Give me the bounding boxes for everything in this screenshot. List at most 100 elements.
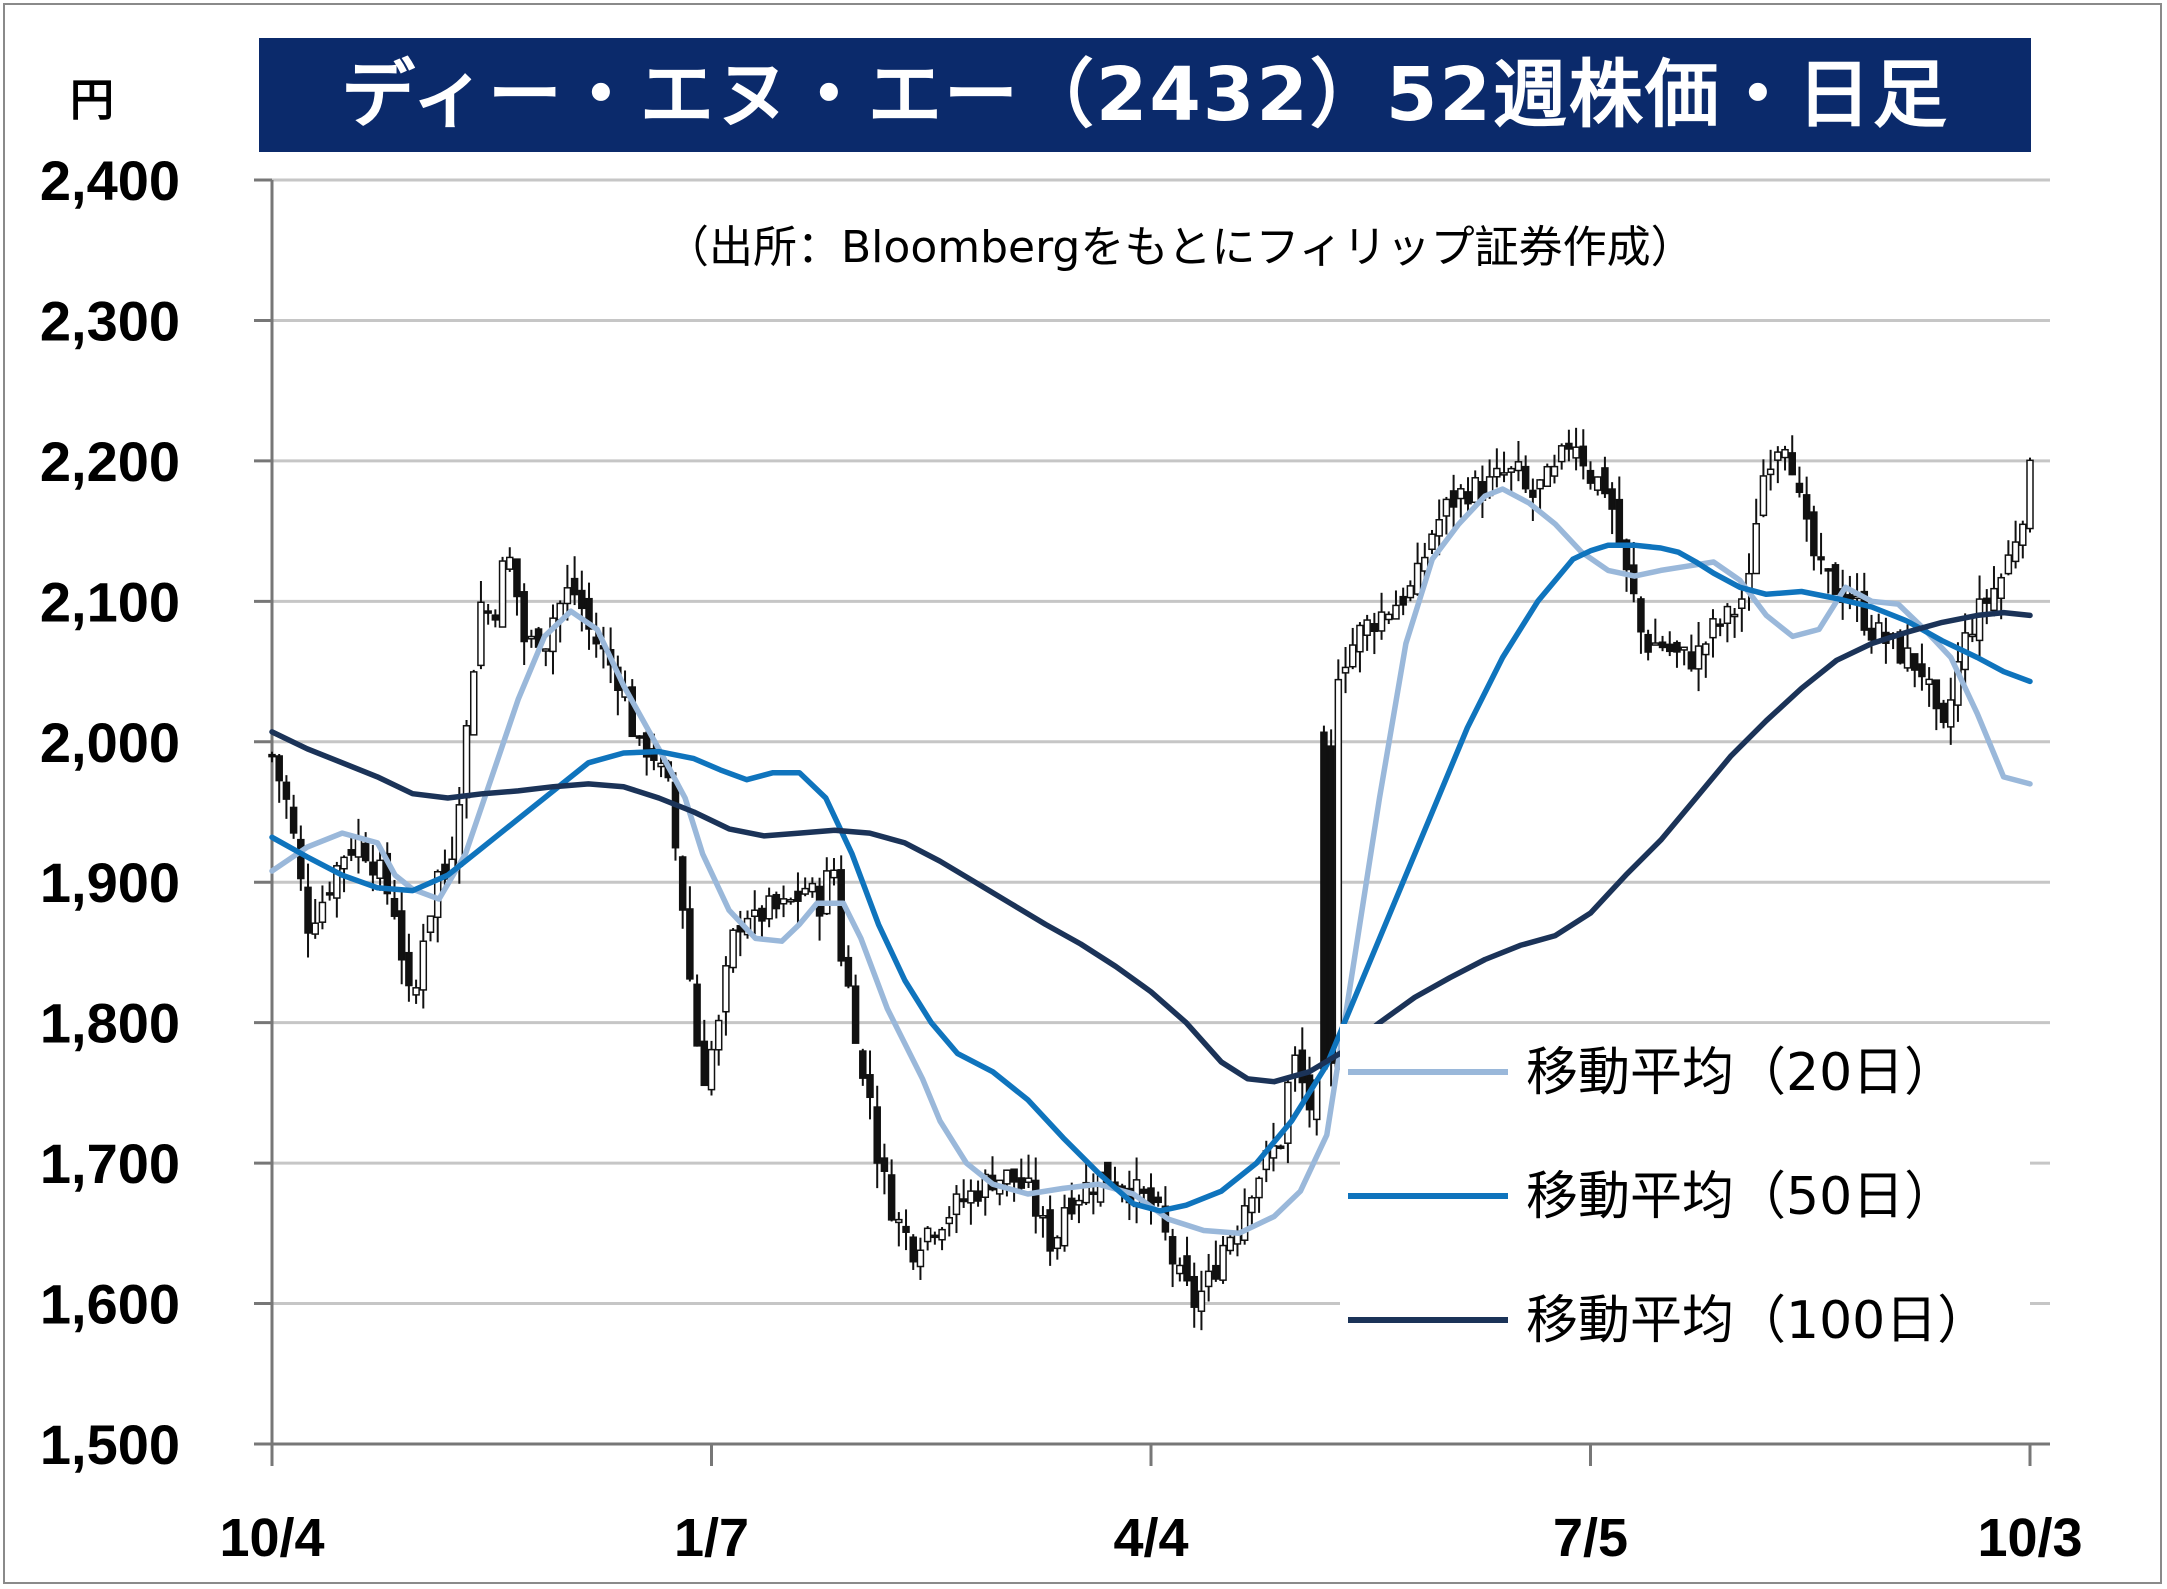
y-tick-label: 2,000	[40, 711, 180, 774]
candle-body	[1795, 482, 1804, 493]
candle-body	[887, 1174, 896, 1221]
candle-body	[477, 601, 485, 667]
candle-body	[1637, 598, 1645, 633]
candle-body	[311, 922, 319, 935]
candle-body	[787, 899, 795, 903]
legend-label: 移動平均（100日）	[1526, 1291, 1989, 1351]
candle-body	[1910, 653, 1919, 671]
candle-body	[1449, 490, 1458, 508]
candle-body	[419, 940, 428, 991]
candle-body	[1730, 613, 1739, 618]
candle-body	[1759, 475, 1768, 517]
candle-body	[390, 897, 399, 917]
candle-body	[1442, 498, 1451, 517]
candle-body	[376, 859, 384, 879]
candle-body	[1593, 476, 1602, 491]
candle-body	[347, 849, 356, 856]
candle-body	[1140, 1188, 1148, 1194]
candle-body	[1003, 1169, 1011, 1185]
candle-body	[1788, 452, 1796, 476]
candle-body	[1608, 488, 1616, 510]
candle-body	[967, 1190, 975, 1204]
candle-body	[1413, 562, 1422, 595]
candle-body	[1053, 1236, 1062, 1250]
candle-body	[1536, 479, 1544, 490]
candle-body	[325, 892, 334, 896]
x-tick-label: 7/5	[1553, 1508, 1628, 1568]
candle-body	[1031, 1179, 1040, 1217]
gridlines	[272, 178, 2050, 1306]
candle-body	[880, 1157, 889, 1172]
candle-body	[1810, 511, 1818, 557]
candle-body	[1658, 641, 1667, 649]
candle-body	[1493, 467, 1501, 478]
candle-body	[801, 887, 809, 895]
candle-body	[678, 856, 687, 911]
candle-body	[275, 755, 283, 782]
candle-body	[1276, 1145, 1285, 1149]
candle-body	[1204, 1270, 1213, 1288]
candle-body	[1348, 644, 1357, 668]
candle-body	[1183, 1255, 1191, 1282]
candle-body	[1464, 491, 1472, 505]
candle-body	[1500, 472, 1508, 476]
candle-body	[1435, 519, 1443, 537]
candle-body	[1694, 645, 1703, 670]
candle-body	[693, 983, 701, 1047]
candle-body	[1990, 587, 1998, 612]
candle-body	[1666, 643, 1674, 653]
candle-body	[916, 1249, 925, 1268]
candle-body	[1024, 1177, 1033, 1183]
candle-body	[657, 762, 665, 768]
candle-body	[1248, 1197, 1256, 1214]
candle-body	[1716, 623, 1724, 627]
candle-body	[635, 735, 644, 739]
candle-body	[772, 893, 781, 910]
candle-body	[1075, 1199, 1083, 1206]
candle-body	[1370, 623, 1379, 633]
candle-body	[1781, 448, 1789, 459]
candle-body	[758, 907, 766, 922]
candle-body	[383, 852, 392, 895]
candle-body	[1543, 465, 1552, 488]
candle-body	[1190, 1275, 1198, 1308]
candle-body	[469, 671, 478, 736]
candle-body	[1766, 468, 1775, 476]
candle-body	[1824, 568, 1833, 572]
y-tick-label: 1,700	[40, 1132, 180, 1195]
candle-body	[844, 956, 853, 987]
candle-body	[1572, 446, 1580, 459]
candle-body	[513, 558, 521, 598]
candle-body	[1565, 442, 1573, 450]
legend: 移動平均（20日） 移動平均（50日） 移動平均（100日）	[1340, 1024, 2030, 1368]
candle-body	[923, 1227, 932, 1243]
candle-body	[527, 635, 536, 640]
y-tick-label: 2,100	[40, 570, 180, 633]
y-tick-label: 1,900	[40, 851, 180, 914]
legend-label: 移動平均（50日）	[1526, 1167, 1956, 1227]
candle-body	[729, 929, 737, 969]
candle-body	[909, 1236, 917, 1263]
x-tick-label: 4/4	[1113, 1508, 1188, 1568]
x-tick-label: 10/4	[219, 1508, 324, 1568]
y-tick-label: 2,200	[40, 430, 180, 493]
candle-body	[297, 838, 305, 880]
candle-body	[304, 886, 312, 934]
candle-body	[506, 556, 514, 570]
candle-body	[794, 890, 802, 902]
candle-body	[563, 587, 572, 605]
candle-body	[333, 865, 341, 899]
candle-body	[1702, 643, 1710, 656]
candle-body	[1629, 564, 1638, 595]
candle-body	[1860, 590, 1869, 631]
candle-body	[931, 1234, 939, 1239]
candle-body	[952, 1193, 961, 1216]
candle-body	[1255, 1177, 1263, 1199]
candle-body	[859, 1050, 867, 1079]
candle-body	[462, 725, 471, 799]
title-banner: ディー・エヌ・エー（2432）52週株価・日足	[259, 38, 2031, 152]
candle-body	[282, 781, 291, 800]
candle-body	[1046, 1209, 1054, 1252]
y-tick-label: 2,400	[40, 149, 180, 212]
